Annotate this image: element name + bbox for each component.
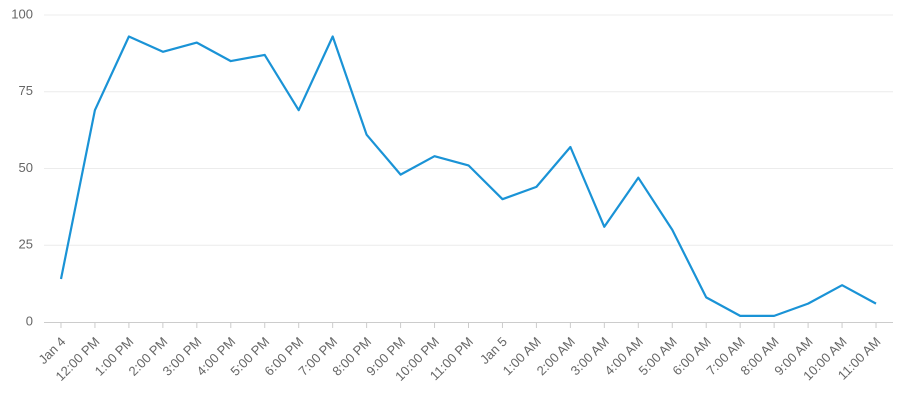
y-tick-label: 25 bbox=[19, 237, 33, 252]
data-line bbox=[59, 35, 877, 317]
y-tick-label: 100 bbox=[11, 6, 33, 21]
y-tick-label: 50 bbox=[19, 160, 33, 175]
y-tick-label: 0 bbox=[26, 313, 33, 328]
y-tick-label: 75 bbox=[19, 83, 33, 98]
